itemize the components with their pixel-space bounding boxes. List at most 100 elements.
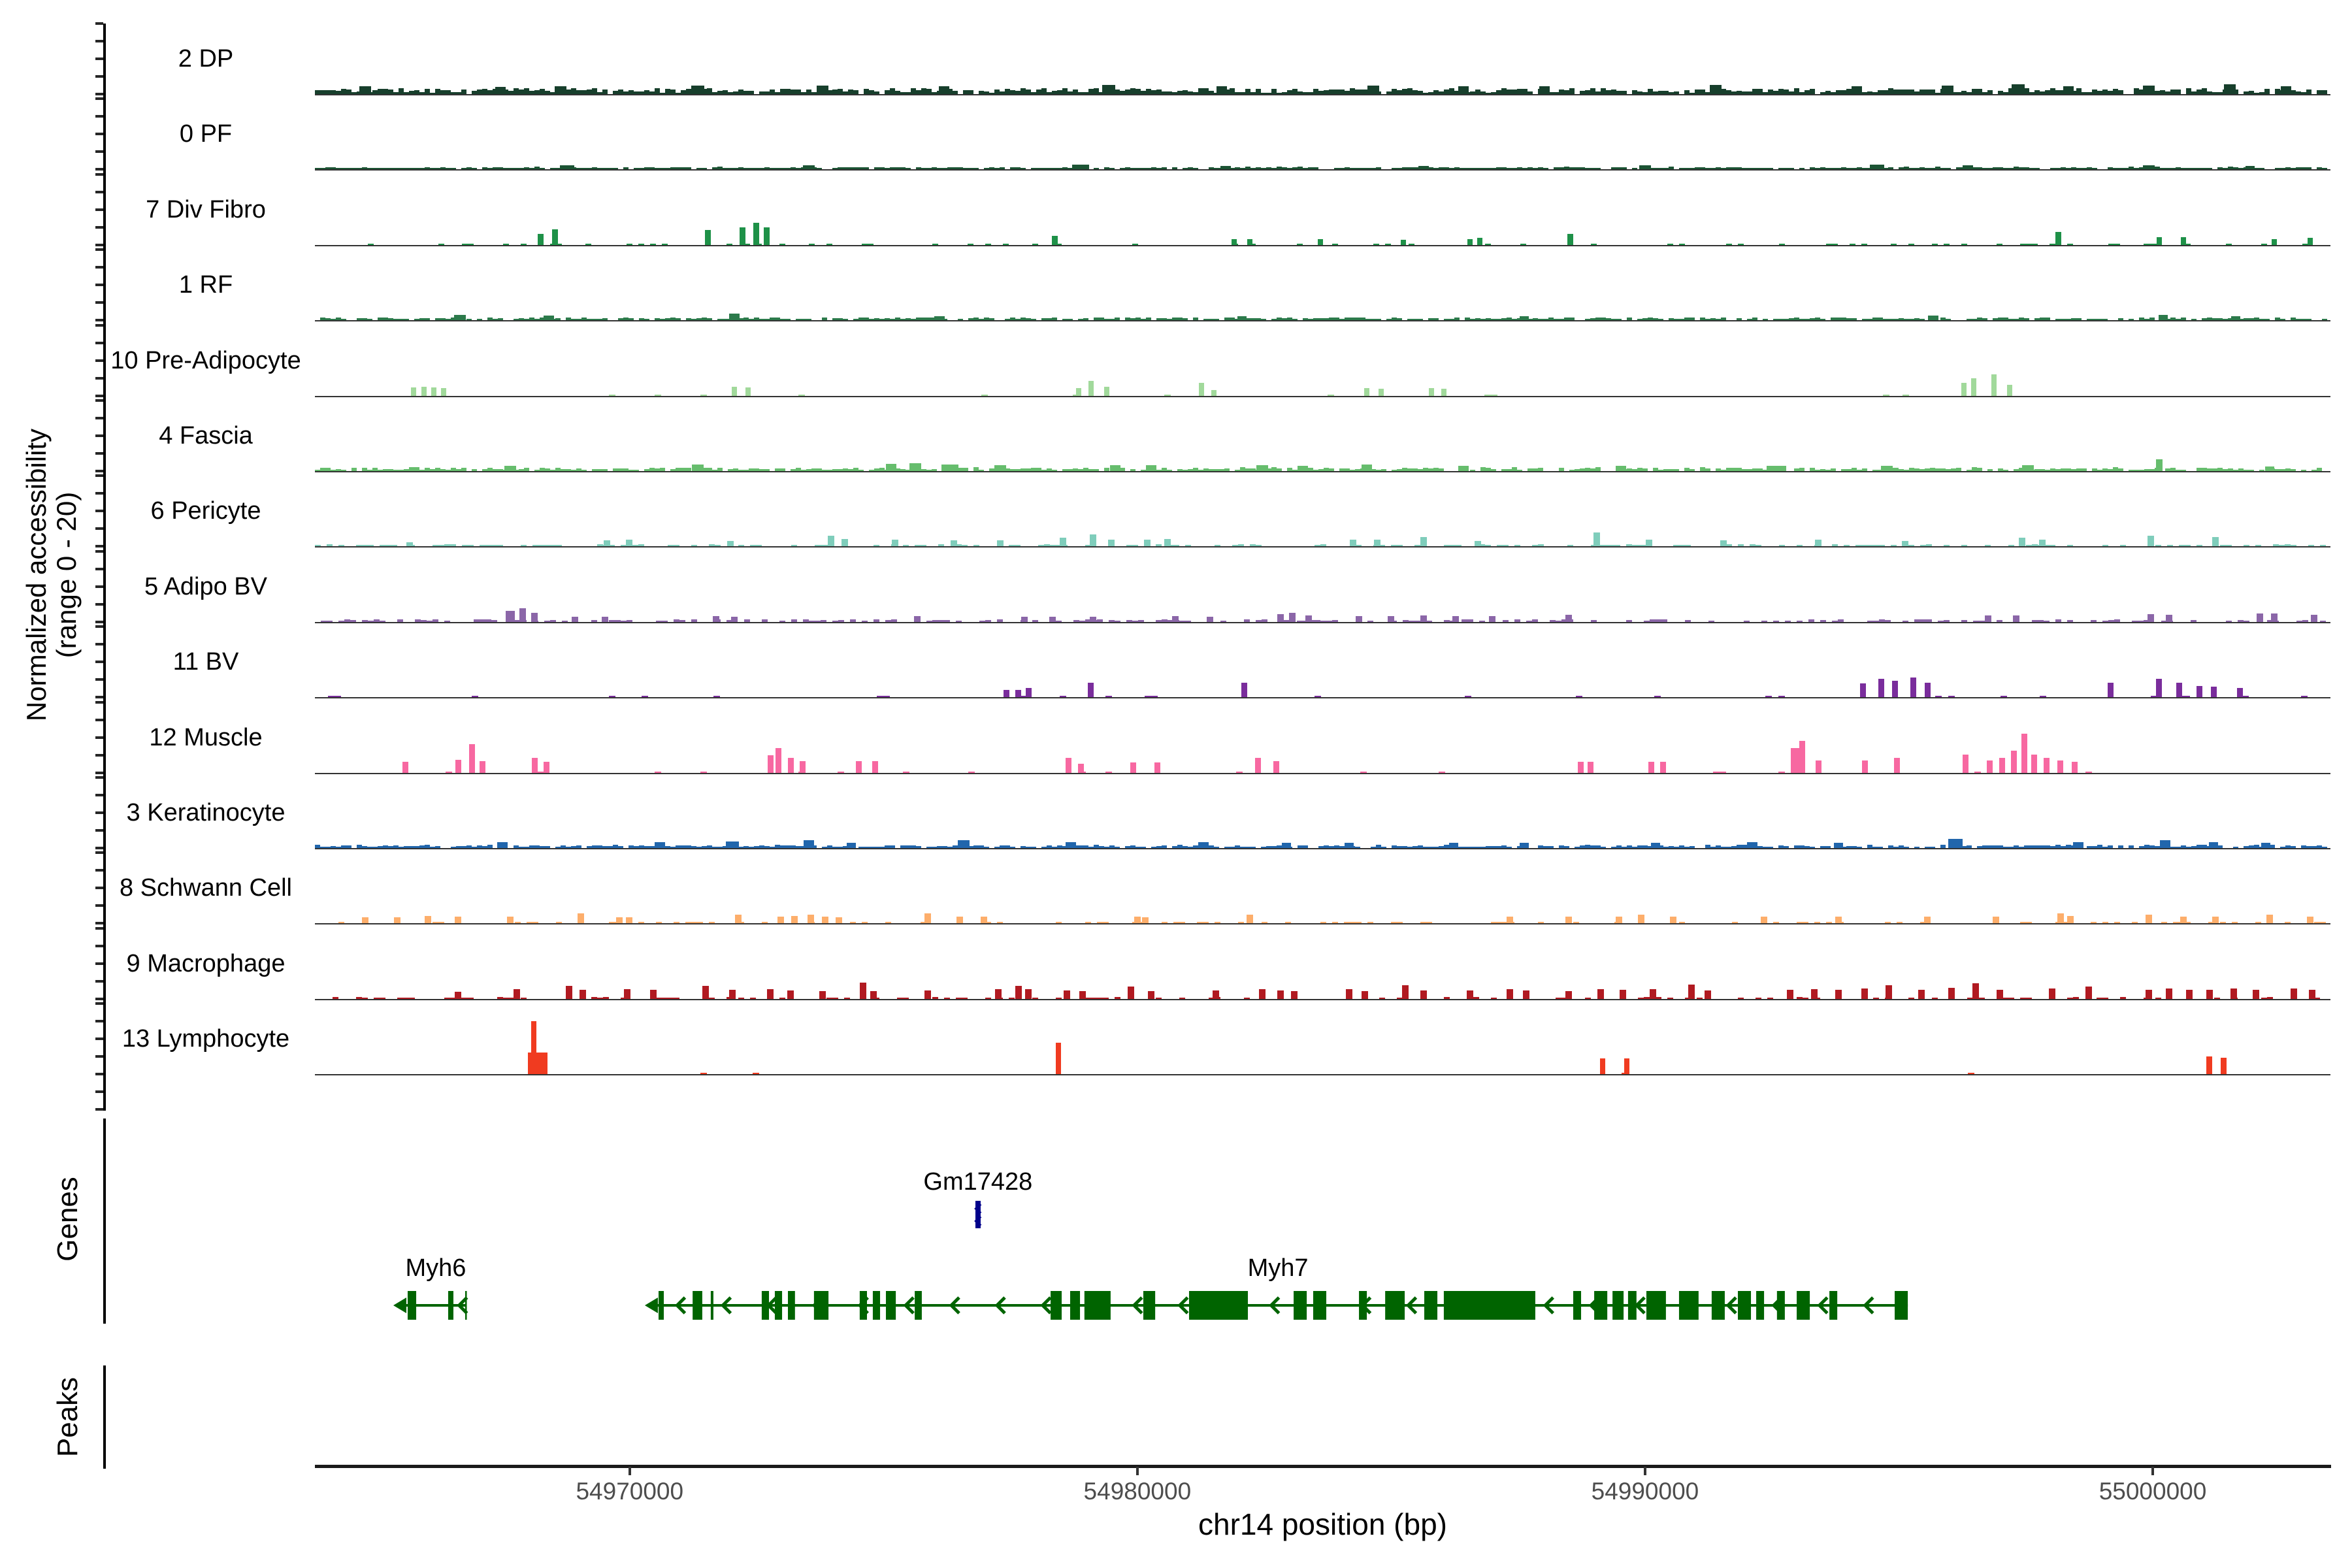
coverage-noise-bar (738, 470, 743, 471)
coverage-noise-bar (691, 922, 697, 924)
coverage-noise-bar (378, 469, 383, 471)
coverage-noise-bar (399, 469, 404, 471)
coverage-noise-bar (2212, 92, 2217, 94)
coverage-noise-bar (1360, 318, 1365, 321)
coverage-noise-bar (838, 469, 843, 471)
coverage-noise-bar (926, 846, 932, 848)
coverage-noise-bar (702, 318, 707, 321)
coverage-noise-bar (1010, 318, 1015, 321)
coverage-noise-bar (1470, 318, 1475, 321)
coverage-noise-bar (1235, 319, 1240, 321)
coverage-noise-bar (801, 319, 806, 321)
coverage-noise-bar (1010, 847, 1015, 848)
coverage-noise-bar (2267, 620, 2273, 622)
coverage-noise-bar (1056, 545, 1062, 547)
coverage-noise-bar (1690, 846, 1695, 848)
coverage-noise-bar (1313, 318, 1318, 321)
y-axis-tick (95, 585, 103, 588)
coverage-noise-bar (2040, 468, 2045, 471)
coverage-peak (996, 540, 1004, 547)
coverage-noise-bar (388, 318, 393, 321)
coverage-noise-bar (1501, 88, 1507, 94)
coverage-noise-bar (1164, 394, 1171, 396)
coverage-noise-bar (1486, 845, 1491, 848)
coverage-noise-bar (1135, 317, 1141, 321)
coverage-noise-bar (958, 468, 963, 471)
coverage-noise-bar (534, 470, 540, 471)
coverage-noise-bar (446, 168, 451, 170)
coverage-noise-bar (985, 997, 991, 999)
coverage-noise-bar (1031, 91, 1036, 94)
coverage-noise-bar (497, 997, 503, 999)
coverage-noise-bar (519, 318, 524, 321)
coverage-noise-bar (1763, 168, 1768, 170)
coverage-noise-bar (1883, 394, 1889, 396)
coverage-peak (1089, 534, 1096, 547)
coverage-noise-bar (1857, 847, 1862, 848)
coverage-noise-bar (498, 167, 503, 170)
coverage-peak (2261, 842, 2271, 848)
coverage-noise-bar (1925, 168, 1930, 170)
coverage-noise-bar (1355, 168, 1360, 170)
coverage-noise-bar (393, 92, 399, 94)
coverage-noise-bar (1690, 318, 1695, 321)
coverage-noise-bar (1726, 467, 1731, 471)
coverage-noise-bar (759, 469, 764, 471)
coverage-noise-bar (811, 91, 817, 94)
coverage-peak (821, 916, 828, 924)
coverage-noise-bar (1214, 468, 1219, 471)
coverage-noise-bar (2160, 90, 2165, 94)
coverage-noise-bar (1982, 318, 1987, 321)
coverage-noise-bar (2280, 318, 2285, 321)
coverage-noise-bar (1173, 922, 1179, 924)
coverage-noise-bar (1409, 243, 1414, 245)
coverage-noise-bar (609, 696, 615, 698)
coverage-noise-bar (1183, 168, 1188, 170)
coverage-noise-bar (1533, 468, 1538, 471)
coverage-noise-bar (838, 89, 843, 94)
coverage-noise-bar (2113, 467, 2118, 471)
coverage-noise-bar (791, 90, 796, 94)
coverage-noise-bar (1083, 467, 1088, 471)
coverage-noise-bar (903, 545, 909, 547)
coverage-noise-bar (529, 845, 534, 848)
coverage-noise-bar (2034, 469, 2040, 471)
coverage-noise-bar (368, 620, 374, 622)
coverage-peak (2012, 615, 2019, 622)
coverage-noise-bar (450, 997, 456, 999)
coverage-peak (692, 465, 704, 471)
coverage-noise-bar (869, 470, 874, 471)
coverage-noise-bar (2296, 620, 2302, 622)
coverage-noise-bar (681, 90, 686, 94)
coverage-noise-bar (362, 997, 368, 999)
coverage-peak (2166, 615, 2173, 622)
coverage-noise-bar (1883, 319, 1888, 321)
coverage-peak (1231, 239, 1237, 245)
coverage-noise-bar (597, 544, 603, 547)
coverage-peak (802, 165, 815, 170)
coverage-noise-bar (1893, 847, 1899, 848)
coverage-noise-bar (1355, 847, 1360, 848)
coverage-noise-bar (1104, 467, 1109, 471)
coverage-noise-bar (613, 91, 618, 94)
coverage-noise-bar (2244, 318, 2249, 321)
coverage-noise-bar (1543, 845, 1548, 848)
coverage-noise-bar (1250, 468, 1256, 471)
coverage-noise-bar (419, 168, 425, 170)
coverage-noise-bar (2003, 92, 2008, 94)
coverage-noise-bar (1972, 89, 1977, 94)
coverage-noise-bar (947, 167, 953, 170)
coverage-noise-bar (2092, 846, 2097, 848)
coverage-noise-bar (984, 847, 989, 848)
coverage-noise-bar (2285, 468, 2291, 471)
coverage-peak (1941, 85, 1953, 94)
coverage-noise-bar (1872, 846, 1878, 848)
coverage-noise-bar (1193, 467, 1198, 471)
coverage-noise-bar (989, 318, 994, 321)
coverage-noise-bar (357, 845, 362, 848)
coverage-noise-bar (362, 467, 367, 471)
coverage-noise-bar (785, 89, 791, 94)
coverage-noise-bar (514, 168, 519, 170)
track-label: 12 Muscle (149, 723, 263, 751)
coverage-noise-bar (1015, 468, 1021, 471)
